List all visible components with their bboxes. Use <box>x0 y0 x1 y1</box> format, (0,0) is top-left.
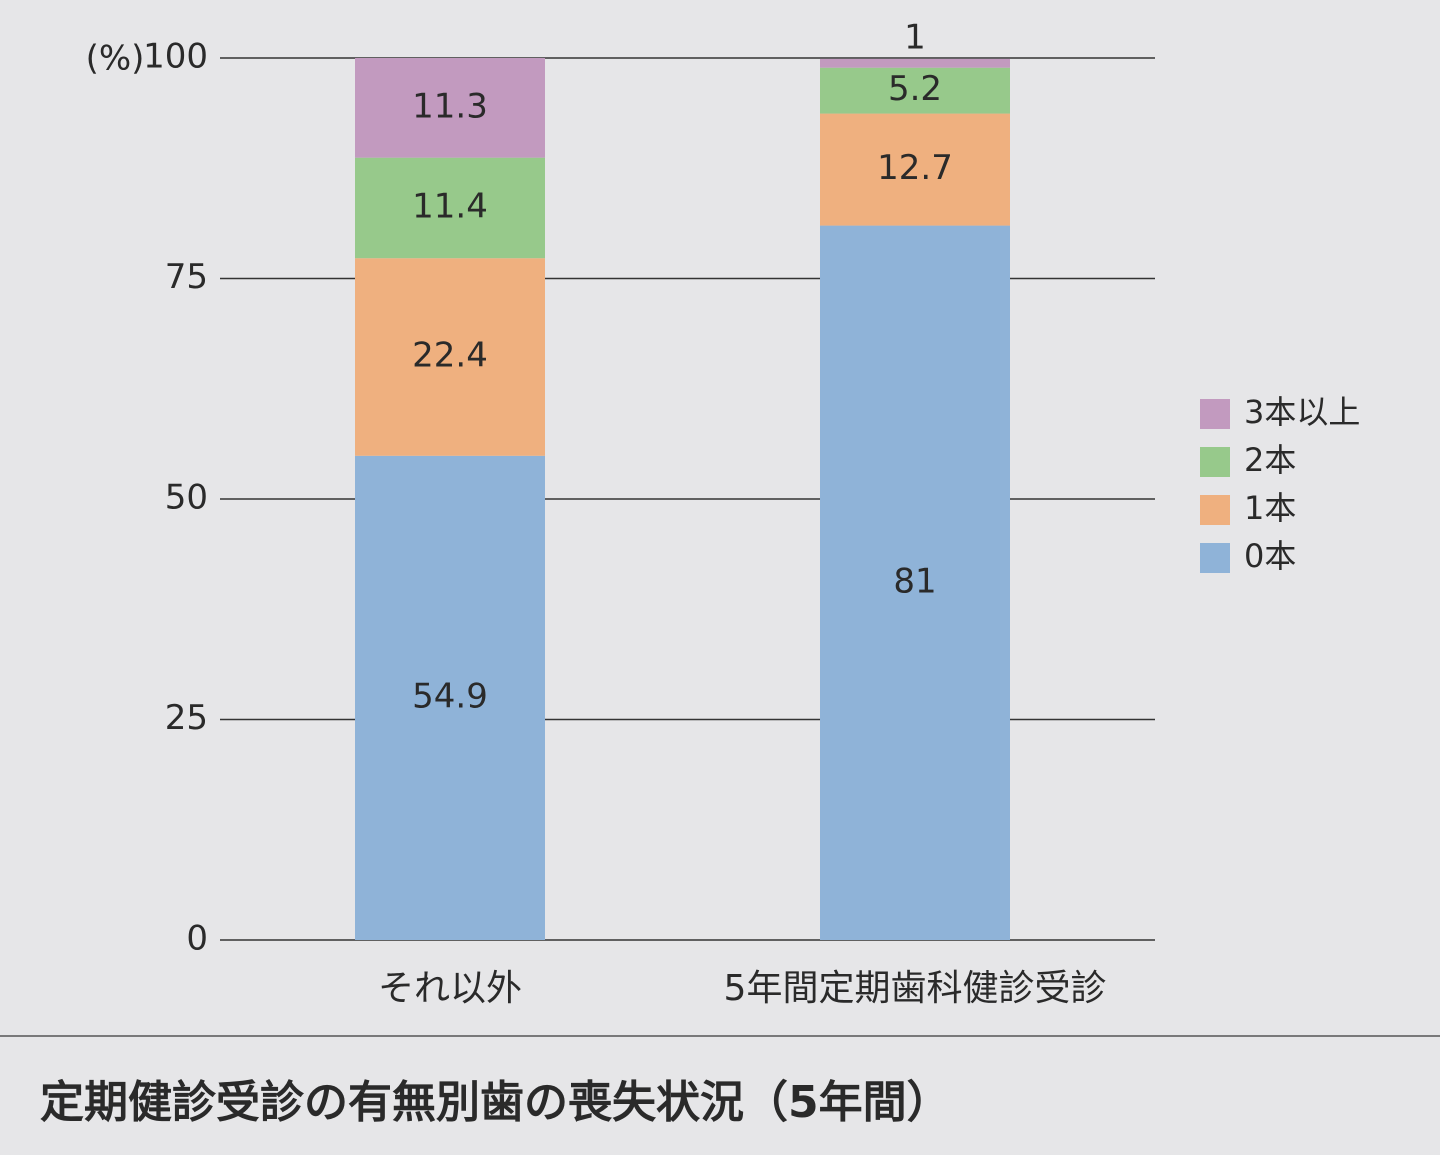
data-label: 11.3 <box>412 86 488 126</box>
legend-swatch <box>1200 399 1230 429</box>
x-tick-label: 5年間定期歯科健診受診 <box>724 968 1107 1009</box>
y-tick-label: 25 <box>165 698 208 738</box>
y-tick-label: 0 <box>186 919 208 959</box>
data-label: 5.2 <box>888 69 942 109</box>
y-tick-label: 100 <box>143 37 208 77</box>
legend-label: 3本以上 <box>1244 393 1360 431</box>
bar-segment <box>355 58 545 158</box>
data-label: 12.7 <box>877 148 953 188</box>
data-label: 54.9 <box>412 676 488 716</box>
legend-label: 1本 <box>1244 489 1296 527</box>
data-label: 11.4 <box>412 186 488 226</box>
bar-segment <box>355 455 545 940</box>
y-tick-label: 75 <box>165 257 208 297</box>
bar-segment <box>820 225 1010 940</box>
data-label: 22.4 <box>412 335 488 375</box>
chart-title: 定期健診受診の有無別歯の喪失状況（5年間） <box>40 1077 951 1128</box>
bar-segment <box>820 67 1010 114</box>
legend-swatch <box>1200 447 1230 477</box>
bar-segment <box>820 113 1010 226</box>
data-label: 81 <box>893 561 936 601</box>
data-label: 1 <box>904 17 926 57</box>
y-tick-label: 50 <box>165 478 208 518</box>
legend-label: 0本 <box>1244 537 1296 575</box>
y-axis-label: (%) <box>86 39 145 79</box>
legend-swatch <box>1200 543 1230 573</box>
bar-segment <box>355 258 545 456</box>
bar-segment <box>355 157 545 259</box>
legend-swatch <box>1200 495 1230 525</box>
bar-segment <box>820 58 1010 68</box>
x-tick-label: それ以外 <box>378 968 522 1009</box>
legend-label: 2本 <box>1244 441 1296 479</box>
